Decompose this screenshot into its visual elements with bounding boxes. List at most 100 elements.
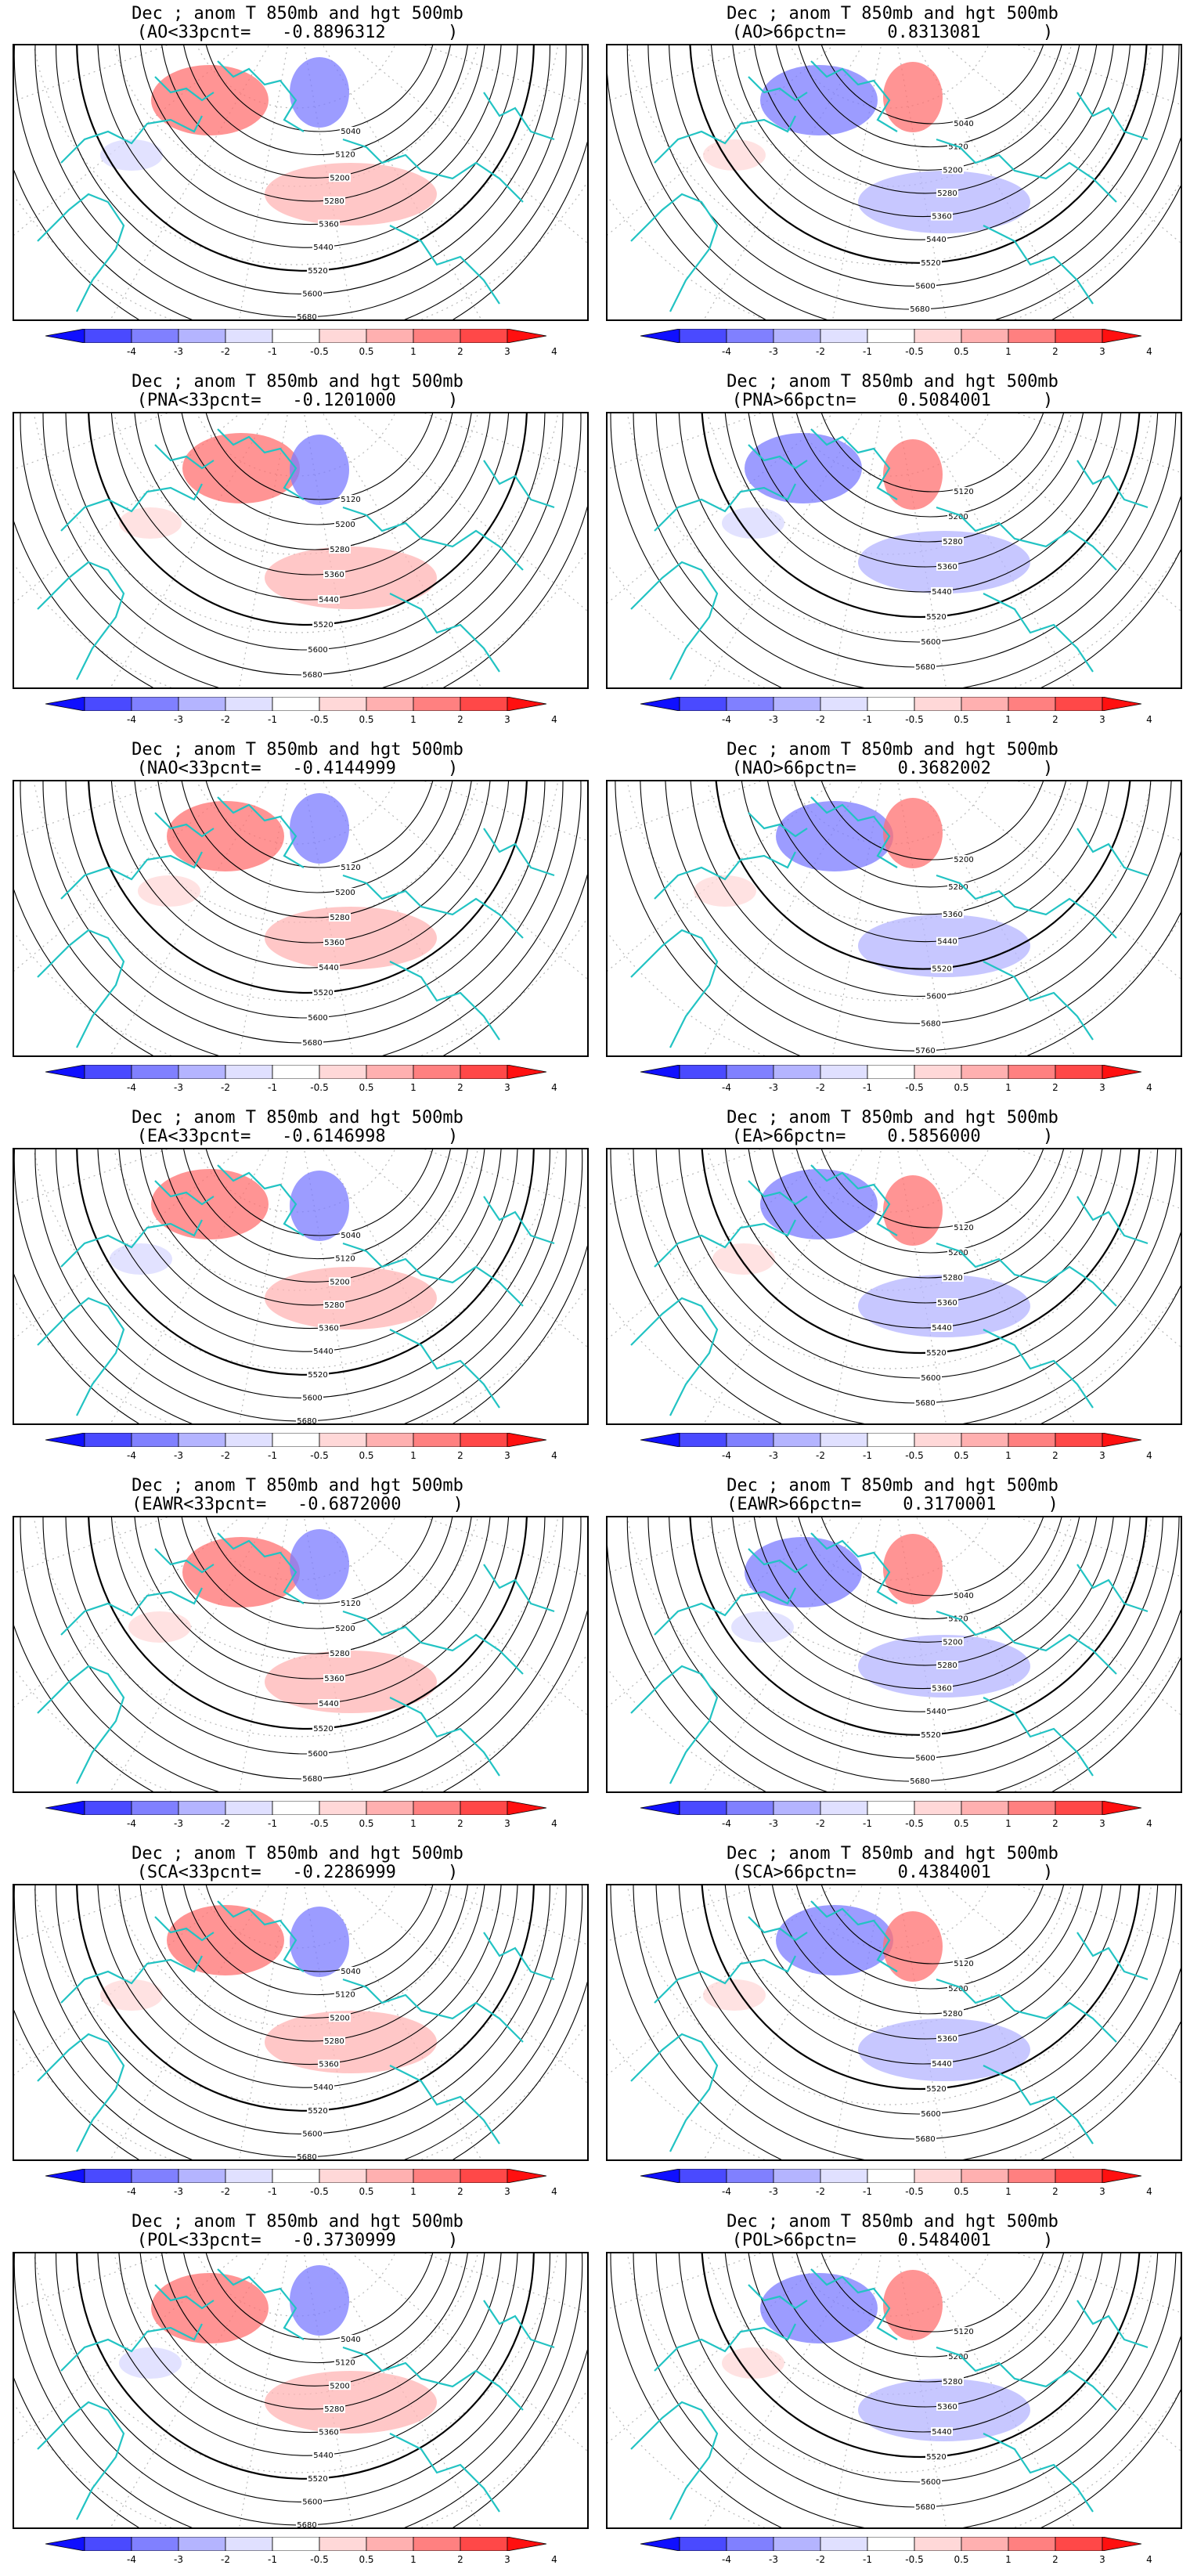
contour-label: 5520 [926,1349,946,1358]
colorbar-tick-label: 0.5 [954,1450,969,1461]
anomaly-area [858,171,1030,233]
panel-title: Dec ; anom T 850mb and hgt 500mb [132,4,463,23]
contour-label: 5360 [937,1299,957,1308]
colorbar-segment [867,1064,915,1080]
colorbar [640,2536,1142,2552]
contour-label: 5440 [313,2452,333,2460]
contour-label-bg [307,645,329,654]
coastline [748,444,808,470]
height-contour [139,2253,485,2410]
height-contour [97,1885,518,2088]
contour-label: 5520 [313,621,333,630]
colorbar-tick-label: -1 [268,1082,277,1093]
colorbar-ticks: -4 -3 -2 -1 -0.5 0.5 1 2 3 4 [640,1082,1152,1096]
colorbar-tick-label: 4 [1146,1818,1152,1829]
height-contour [20,413,582,687]
contour-label: 5120 [335,2359,355,2368]
colorbar-segment [1055,1432,1103,1448]
meridian-line [424,1885,587,1946]
colorbar-tick-label: -3 [174,714,183,725]
contour-label: 5360 [937,2403,957,2412]
height-contour [748,1149,1103,1304]
contour-label-bg [947,2352,969,2361]
coastline [37,1665,125,1784]
height-contour [118,1885,502,2065]
warm-anomaly-area [760,65,878,135]
contour-label-bg [953,2327,975,2336]
contour-label-bg [329,2381,351,2390]
colorbar-tick-label: -4 [722,2186,731,2197]
polar-map: 5040 5120 5200 5280 5360 5440 5520 5600 5680 [13,2252,589,2529]
contour-label: 5600 [308,646,327,655]
colorbar-tick-label: 2 [1052,2554,1058,2565]
colorbar-tick-label: 4 [1146,714,1152,725]
warm-anomaly-area [151,1169,269,1239]
contour-label: 5120 [335,1255,355,1264]
contour-label-bg [296,312,318,319]
contour-label-bg [318,1699,340,1708]
colorbar-tick-label: -3 [769,346,778,357]
contour-label-bg [329,173,351,182]
cold-anomaly-area [883,1175,943,1246]
colorbar-segment [366,1800,414,1816]
contour-label-bg [936,2034,958,2043]
panel-subtitle: (SCA>66pctn= 0.4384001 ) [731,1863,1054,1882]
contour-label: 5120 [954,2328,973,2336]
contour-label-bg [301,2129,323,2138]
contour-label: 5040 [341,1968,360,1976]
colorbar-tick-label: 4 [1146,346,1152,357]
colorbar-segment [726,696,774,712]
colorbar-segment [413,2168,461,2184]
colorbar-segment [961,1432,1009,1448]
contour-label-bg [334,1990,356,1999]
coastline [60,851,203,900]
contour-label-bg [340,495,362,503]
colorbar-segment [460,1800,508,1816]
panel-title: Dec ; anom T 850mb and hgt 500mb [727,372,1058,391]
contour-label: 5440 [932,1324,951,1333]
colorbar-segment [1055,2536,1103,2552]
contour-label: 5280 [943,2010,962,2019]
colorbar-segment [726,1064,774,1080]
meridian-line [1017,1149,1181,1210]
contour-label: 5520 [313,989,333,998]
contour-label: 5360 [943,911,962,919]
contour-label: 5600 [308,1750,327,1759]
warm-anomaly-area [167,801,284,871]
height-contour [181,413,453,525]
contour-label: 5200 [335,521,355,529]
meridian-line [110,45,270,319]
contour-label: 5360 [937,563,957,572]
colorbar-segment [1008,1064,1056,1080]
warm-anomaly-area [151,2273,269,2343]
height-contour [678,2253,1159,2483]
contour-label: 5440 [932,2060,951,2069]
anomaly-area [858,2019,1030,2081]
contour-label: 5120 [954,1960,973,1968]
polar-map: 5040 5120 5200 5280 5360 5440 5520 5600 5680 [606,44,1182,321]
colorbar-arrow-right [1102,2168,1142,2184]
latitude-circle [626,1149,1152,1369]
contour-label: 5360 [324,1675,344,1683]
colorbar-segment [225,696,273,712]
colorbar-segment [867,2536,915,2552]
colorbar-tick-label: 1 [1005,346,1012,357]
coastline [936,1978,1117,2043]
contour-label-bg [312,988,334,997]
height-contour [88,413,528,626]
height-contour [724,413,1122,593]
height-contour [724,1885,1122,2065]
height-contour [181,781,453,893]
contour-label: 5520 [313,1725,333,1734]
colorbar-tick-label: -0.5 [310,1450,329,1461]
coastline [654,1955,796,2004]
contour-label: 5200 [943,166,962,175]
colorbar-tick-label: 3 [1099,346,1105,357]
contour-label: 5760 [915,1047,935,1055]
colorbar-tick-label: 1 [1005,1818,1012,1829]
latitude-circle [33,781,559,1001]
height-contour [97,45,518,248]
coastline [983,1329,1094,1409]
meridian-line [1017,45,1181,106]
colorbar-tick-label: 3 [1099,1082,1105,1093]
